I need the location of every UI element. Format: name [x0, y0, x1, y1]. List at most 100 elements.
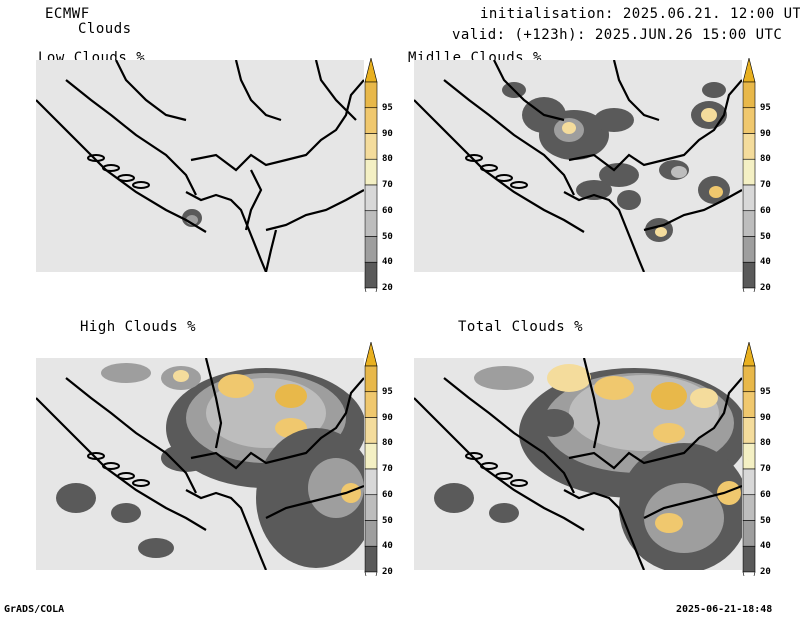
- colorbar-segment-80: [742, 417, 756, 444]
- colorbar-graphic: [364, 342, 378, 576]
- total-clouds-field: [414, 358, 742, 570]
- colorbar-segment-70: [364, 442, 378, 470]
- colorbar-tick-50: 50: [382, 231, 393, 242]
- colorbar-tick-40: 40: [760, 257, 771, 268]
- colorbar-segment-60: [364, 184, 378, 212]
- colorbar-segment-60: [742, 468, 756, 496]
- colorbar-tick-60: 60: [760, 205, 771, 216]
- colorbar-segment-90: [364, 107, 378, 134]
- colorbar-tick-70: 70: [382, 180, 393, 190]
- colorbar-tick-95: 95: [760, 102, 771, 113]
- colorbar-tick-95: 95: [382, 102, 393, 113]
- model-label: ECMWF: [45, 6, 90, 22]
- high-clouds-map: [36, 358, 364, 570]
- middle-clouds-field: [414, 60, 742, 272]
- colorbar-graphic: [742, 58, 756, 292]
- middle-clouds-map: [414, 60, 742, 272]
- colorbar-segment-50: [364, 210, 378, 237]
- colorbar-segment-60: [364, 468, 378, 496]
- colorbar-tick-80: 80: [760, 438, 771, 449]
- colorbar-segment-90: [742, 391, 756, 418]
- colorbar-segment-40: [364, 236, 378, 263]
- colorbar-segment-90: [364, 391, 378, 418]
- colorbar-tick-90: 90: [760, 412, 771, 423]
- colorbar-segment-40: [364, 520, 378, 547]
- colorbar-tick-80: 80: [382, 154, 393, 165]
- colorbar-tick-50: 50: [382, 515, 393, 526]
- colorbar-segment-50: [364, 494, 378, 521]
- colorbar-cap-high: [364, 58, 378, 83]
- colorbar-high: 95 90 80 70 60 50 40 20: [364, 342, 406, 577]
- colorbar-segment-50: [742, 494, 756, 521]
- colorbar-segment-20: [742, 261, 756, 289]
- colorbar-segment-50: [742, 210, 756, 237]
- colorbar-cap-low: [364, 571, 378, 576]
- colorbar-tick-40: 40: [760, 541, 771, 552]
- low-clouds-map: [36, 60, 364, 272]
- colorbar-tick-70: 70: [382, 464, 393, 474]
- coast-islands-middle: [465, 154, 528, 189]
- colorbar-tick-60: 60: [382, 205, 393, 216]
- colorbar-segment-20: [742, 545, 756, 573]
- colorbar-segment-40: [742, 236, 756, 263]
- low-clouds-field: [36, 60, 364, 272]
- high-clouds-field: [36, 358, 364, 570]
- colorbar-cap-low: [742, 287, 756, 292]
- colorbar-segment-95: [742, 365, 756, 393]
- colorbar-cap-high: [742, 342, 756, 367]
- colorbar-low: 95 90 80 70 60 50 40 20: [364, 58, 406, 293]
- colorbar-cap-low: [364, 287, 378, 292]
- footer-timestamp: 2025-06-21-18:48: [676, 604, 773, 615]
- colorbar-cap-low: [742, 571, 756, 576]
- colorbar-graphic: [742, 342, 756, 576]
- colorbar-middle: 95 90 80 70 60 50 40 20: [742, 58, 784, 293]
- colorbar-tick-20: 20: [760, 283, 771, 293]
- border-lines-low: [36, 60, 364, 272]
- colorbar-graphic: [364, 58, 378, 292]
- colorbar-tick-95: 95: [382, 386, 393, 397]
- colorbar-segment-70: [742, 158, 756, 186]
- colorbar-tick-50: 50: [760, 231, 771, 242]
- coast-islands-high: [87, 452, 150, 487]
- colorbar-tick-20: 20: [760, 567, 771, 577]
- init-time: initialisation: 2025.06.21. 12:00 UTC: [480, 6, 800, 22]
- colorbar-tick-20: 20: [382, 567, 393, 577]
- cloud-blobs-middle: [502, 82, 730, 242]
- panel-title-high: High Clouds %: [80, 319, 197, 335]
- colorbar-tick-90: 90: [382, 412, 393, 423]
- colorbar-segment-20: [364, 261, 378, 289]
- colorbar-segment-70: [742, 442, 756, 470]
- colorbar-segment-80: [364, 133, 378, 160]
- colorbar-segment-40: [742, 520, 756, 547]
- footer-software: GrADS/COLA: [4, 604, 65, 615]
- colorbar-segment-95: [364, 81, 378, 109]
- colorbar-tick-90: 90: [760, 128, 771, 139]
- colorbar-tick-40: 40: [382, 541, 393, 552]
- colorbar-tick-70: 70: [760, 180, 771, 190]
- colorbar-segment-95: [742, 81, 756, 109]
- colorbar-tick-80: 80: [760, 154, 771, 165]
- colorbar-segment-20: [364, 545, 378, 573]
- colorbar-total: 95 90 80 70 60 50 40 20: [742, 342, 784, 577]
- colorbar-segment-95: [364, 365, 378, 393]
- colorbar-tick-95: 95: [760, 386, 771, 397]
- valid-time: valid: (+123h): 2025.JUN.26 15:00 UTC: [452, 27, 783, 43]
- cloud-blobs-total: [434, 364, 742, 570]
- colorbar-segment-60: [742, 184, 756, 212]
- cloud-blobs-high: [56, 363, 364, 568]
- product-label: Clouds: [78, 21, 132, 37]
- coast-islands-low: [87, 154, 150, 189]
- colorbar-cap-high: [364, 342, 378, 367]
- colorbar-tick-50: 50: [760, 515, 771, 526]
- total-clouds-map: [414, 358, 742, 570]
- colorbar-tick-80: 80: [382, 438, 393, 449]
- colorbar-tick-20: 20: [382, 283, 393, 293]
- colorbar-tick-60: 60: [382, 489, 393, 500]
- colorbar-tick-60: 60: [760, 489, 771, 500]
- panel-title-total: Total Clouds %: [458, 319, 584, 335]
- colorbar-tick-40: 40: [382, 257, 393, 268]
- border-lines-middle: [414, 60, 742, 272]
- colorbar-segment-80: [364, 417, 378, 444]
- colorbar-segment-90: [742, 107, 756, 134]
- colorbar-tick-90: 90: [382, 128, 393, 139]
